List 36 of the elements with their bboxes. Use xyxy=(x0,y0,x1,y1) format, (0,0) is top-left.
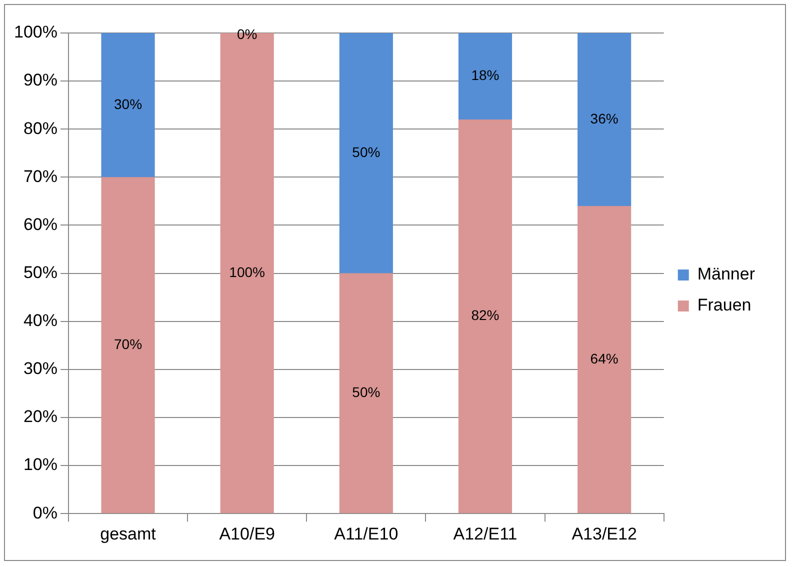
bar xyxy=(458,120,512,514)
x-tick-label: A10/E9 xyxy=(219,524,275,544)
y-tick-label: 100% xyxy=(14,22,58,42)
bar xyxy=(101,177,155,514)
y-tick-label: 20% xyxy=(23,407,58,426)
y-tick-label: 60% xyxy=(23,214,58,234)
data-label: 70% xyxy=(114,336,142,352)
x-tick-label: A12/E11 xyxy=(453,524,518,544)
y-tick-label: 70% xyxy=(23,166,58,186)
y-tick-label: 50% xyxy=(23,262,58,282)
y-tick-label: 10% xyxy=(23,455,58,474)
y-tick-label: 90% xyxy=(23,70,58,90)
bar xyxy=(578,206,632,514)
data-label: 100% xyxy=(229,264,265,280)
bar xyxy=(458,33,512,120)
bar xyxy=(101,33,155,178)
bar xyxy=(339,273,393,514)
data-label: 0% xyxy=(236,26,258,42)
data-label: 64% xyxy=(590,350,618,366)
legend-label: Männer xyxy=(697,264,756,284)
y-tick-label: 30% xyxy=(23,359,58,378)
legend-label: Frauen xyxy=(697,296,752,315)
x-tick-label: gesamt xyxy=(100,524,156,544)
x-tick-label: A11/E10 xyxy=(334,524,398,544)
data-label: 50% xyxy=(352,144,380,160)
data-label: 30% xyxy=(114,96,142,112)
y-tick-label: 40% xyxy=(23,311,58,330)
data-label: 82% xyxy=(471,307,500,324)
y-tick-label: 80% xyxy=(23,118,58,138)
bar xyxy=(339,33,393,274)
x-tick-label: A13/E12 xyxy=(572,524,637,544)
y-tick-label: 0% xyxy=(32,503,58,522)
data-label: 18% xyxy=(471,67,500,84)
data-label: 50% xyxy=(352,384,380,400)
bar xyxy=(578,33,632,206)
data-label: 36% xyxy=(590,110,618,126)
